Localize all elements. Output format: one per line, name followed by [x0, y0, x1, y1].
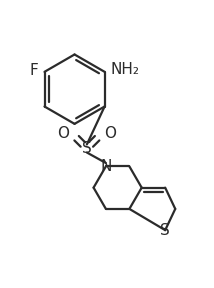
- Text: O: O: [57, 126, 69, 141]
- Text: N: N: [100, 159, 111, 174]
- Text: S: S: [160, 223, 170, 238]
- Text: F: F: [29, 63, 38, 78]
- Text: NH₂: NH₂: [110, 62, 139, 77]
- Text: O: O: [104, 126, 116, 141]
- Text: S: S: [82, 141, 92, 156]
